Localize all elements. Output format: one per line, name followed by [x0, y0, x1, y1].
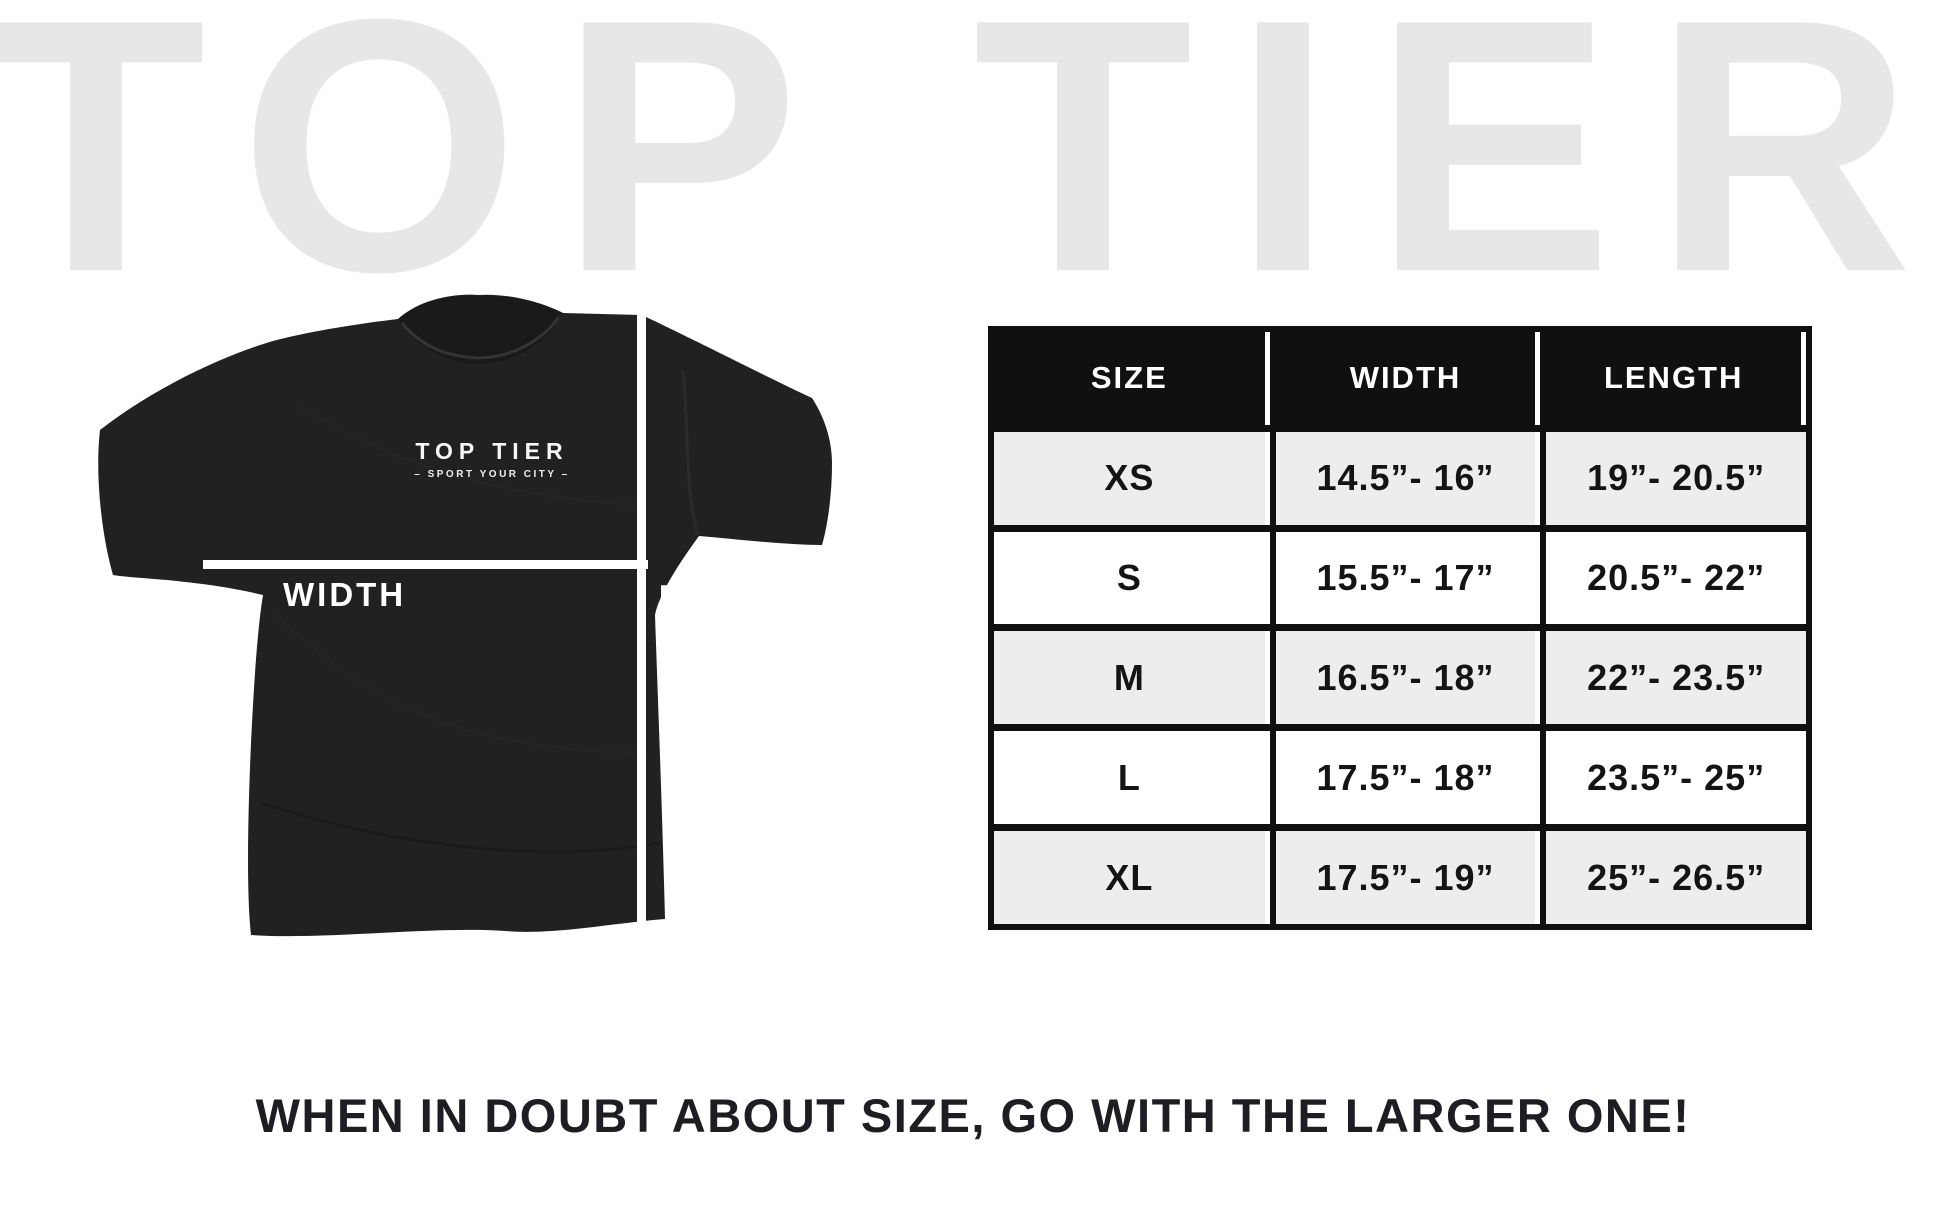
table-row-xs: XS 14.5”- 16” 19”- 20.5” [994, 431, 1806, 532]
cell-width: 15.5”- 17” [1269, 531, 1536, 625]
cell-width: 17.5”- 19” [1269, 831, 1536, 924]
length-measure-label: LENGTH [654, 583, 691, 737]
collar-band-seam [400, 316, 561, 360]
size-table: SIZE WIDTH LENGTH XS 14.5”- 16” 19”- 20.… [988, 326, 1812, 930]
tshirt-illustration: TOP TIER – SPORT YOUR CITY – WIDTH LENGT… [85, 283, 855, 951]
header-cell-size: SIZE [994, 332, 1265, 425]
shirt-logo-tagline: – SPORT YOUR CITY – [414, 469, 570, 480]
table-row-xl: XL 17.5”- 19” 25”- 26.5” [994, 831, 1806, 924]
sleeve-seam-right [681, 370, 700, 536]
cell-size: XS [994, 431, 1265, 525]
width-measure-label: WIDTH [283, 576, 407, 613]
wrinkle-line [260, 801, 661, 854]
cell-size: L [994, 731, 1265, 825]
header-cell-width: WIDTH [1269, 332, 1536, 425]
cell-length: 22”- 23.5” [1540, 631, 1806, 725]
wrinkle-line [273, 611, 648, 755]
cell-width: 14.5”- 16” [1269, 431, 1536, 525]
cell-width: 16.5”- 18” [1269, 631, 1536, 725]
width-measure-line [203, 560, 648, 569]
shirt-body-shape [98, 294, 832, 937]
cell-length: 20.5”- 22” [1540, 531, 1806, 625]
tshirt-graphic [98, 294, 832, 937]
cell-size: M [994, 631, 1265, 725]
shirt-logo-title: TOP TIER [415, 438, 569, 464]
length-measure-line [637, 310, 646, 941]
size-advice-note: WHEN IN DOUBT ABOUT SIZE, GO WITH THE LA… [255, 1089, 1691, 1142]
brand-watermark-text: TOP TIER [0, 0, 1946, 347]
table-row-l: L 17.5”- 18” 23.5”- 25” [994, 731, 1806, 832]
cell-length: 19”- 20.5” [1540, 431, 1806, 525]
cell-size: S [994, 531, 1265, 625]
cell-width: 17.5”- 18” [1269, 731, 1536, 825]
cell-length: 23.5”- 25” [1540, 731, 1806, 825]
table-row-m: M 16.5”- 18” 22”- 23.5” [994, 631, 1806, 732]
header-cell-length: LENGTH [1540, 332, 1801, 425]
table-row-s: S 15.5”- 17” 20.5”- 22” [994, 531, 1806, 632]
cell-length: 25”- 26.5” [1540, 831, 1806, 924]
size-table-header-row: SIZE WIDTH LENGTH [994, 332, 1806, 432]
wrinkle-line [294, 401, 642, 507]
cell-size: XL [994, 831, 1265, 924]
